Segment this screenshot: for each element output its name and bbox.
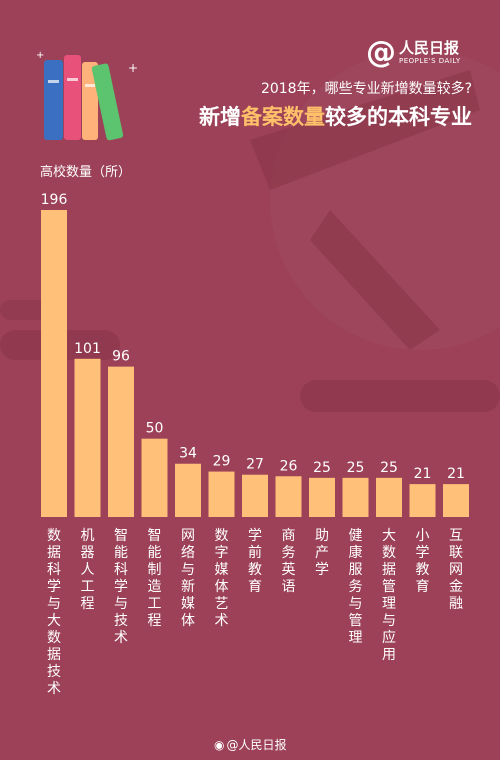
category-label-0: 数据科学与大数据技术 xyxy=(47,528,61,697)
logo-at-symbol: @ xyxy=(366,35,396,70)
data-label-9: 25 xyxy=(347,460,365,476)
bar-12 xyxy=(443,484,469,517)
bar-10 xyxy=(376,477,402,517)
title-part1: 新增 xyxy=(199,105,241,129)
category-label-9: 健康服务与管理 xyxy=(349,528,363,646)
weibo-icon: ◉ xyxy=(214,737,225,752)
category-label-5: 数字媒体艺术 xyxy=(215,528,229,629)
title-part2: 较多的本科专业 xyxy=(325,105,472,129)
bar-7 xyxy=(275,476,302,517)
y-axis-label: 高校数量（所） xyxy=(40,165,132,180)
bar-2 xyxy=(108,366,134,517)
footer-text: @人民日报 xyxy=(226,738,287,752)
books-icon: + + xyxy=(36,50,138,141)
title-highlight: 备案数量 xyxy=(241,105,325,129)
chart-subtitle: 2018年，哪些专业新增数量较多? xyxy=(260,81,472,97)
data-label-8: 25 xyxy=(313,460,331,476)
bar-8 xyxy=(309,477,335,517)
bar-4 xyxy=(175,463,201,517)
bar-3 xyxy=(141,438,168,517)
category-label-6: 学前教育 xyxy=(248,528,262,595)
bar-5 xyxy=(208,471,235,517)
footer-credit: ◉ @人民日报 xyxy=(214,736,287,753)
logo-chinese-name: 人民日报 xyxy=(399,39,460,57)
data-label-10: 25 xyxy=(380,460,398,476)
category-label-3: 智能制造工程 xyxy=(148,528,162,629)
data-label-2: 96 xyxy=(112,349,130,365)
category-label-1: 机器人工程 xyxy=(81,528,95,612)
bar-11 xyxy=(409,484,436,517)
bar-0 xyxy=(41,210,67,517)
peoples-daily-logo: @ 人民日报 PEOPLE'S DAILY xyxy=(366,38,461,68)
svg-text:+: + xyxy=(36,50,44,61)
data-label-0: 196 xyxy=(41,192,68,208)
category-label-8: 助产学 xyxy=(315,528,329,578)
chart-title: 新增备案数量较多的本科专业 xyxy=(199,101,472,131)
data-label-3: 50 xyxy=(146,421,164,437)
data-label-7: 26 xyxy=(280,458,298,474)
category-label-11: 小学教育 xyxy=(416,528,430,595)
bar-1 xyxy=(74,358,101,517)
data-label-6: 27 xyxy=(246,457,264,473)
category-label-2: 智能科学与技术 xyxy=(114,528,128,646)
category-label-4: 网络与新媒体 xyxy=(181,528,195,629)
category-label-7: 商务英语 xyxy=(282,528,296,595)
bar-9 xyxy=(342,477,369,517)
data-label-12: 21 xyxy=(447,466,465,482)
data-label-11: 21 xyxy=(414,466,432,482)
logo-english-name: PEOPLE'S DAILY xyxy=(399,57,461,65)
category-label-10: 大数据管理与应用 xyxy=(382,528,396,663)
bar-6 xyxy=(242,474,268,517)
data-label-5: 29 xyxy=(213,454,231,470)
category-label-12: 互联网金融 xyxy=(449,528,463,612)
data-label-1: 101 xyxy=(74,341,101,357)
svg-text:+: + xyxy=(128,61,138,75)
data-label-4: 34 xyxy=(179,446,197,462)
